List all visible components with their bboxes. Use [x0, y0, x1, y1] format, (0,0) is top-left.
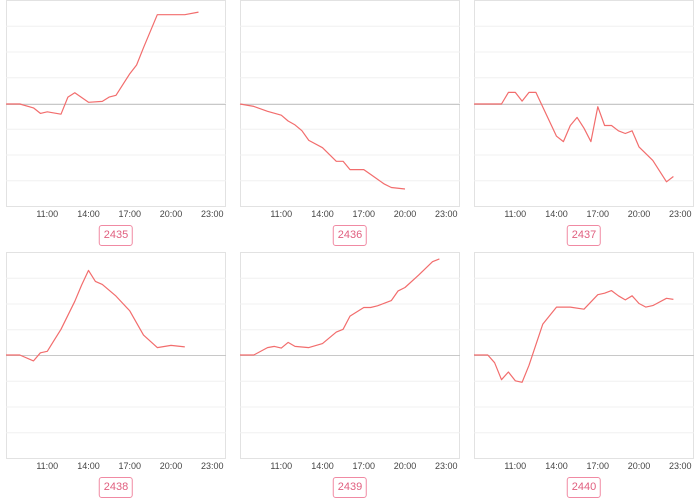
x-tick-label: 17:00: [586, 461, 609, 471]
x-tick-label: 14:00: [545, 209, 568, 219]
series-line: [6, 11, 199, 115]
x-tick-label: 23:00: [201, 461, 224, 471]
x-tick-label: 20:00: [628, 461, 651, 471]
chart-label-badge[interactable]: 2436: [332, 225, 368, 246]
x-tick-label: 20:00: [394, 461, 417, 471]
x-tick-label: 14:00: [545, 461, 568, 471]
x-tick-label: 11:00: [270, 209, 292, 219]
x-tick-label: 11:00: [36, 209, 58, 219]
chart-label-badge[interactable]: 2437: [566, 225, 602, 246]
chart-svg: 11:00 14:00 17:00 20:00 23:00: [6, 252, 226, 471]
x-tick-label: 17:00: [118, 461, 141, 471]
chart-label-badge[interactable]: 2439: [332, 477, 368, 498]
series-line: [6, 269, 185, 362]
x-tick-label: 11:00: [504, 209, 526, 219]
series-line: [474, 91, 674, 183]
x-tick-label: 20:00: [160, 461, 183, 471]
x-tick-label: 17:00: [352, 209, 375, 219]
x-tick-label: 20:00: [160, 209, 183, 219]
x-tick-label: 20:00: [628, 209, 651, 219]
chart-svg: 11:00 14:00 17:00 20:00 23:00: [474, 0, 694, 219]
chart-label-badge[interactable]: 2440: [566, 477, 602, 498]
chart-svg: 11:00 14:00 17:00 20:00 23:00: [474, 252, 694, 471]
chart-svg: 11:00 14:00 17:00 20:00 23:00: [239, 0, 460, 219]
x-tick-label: 17:00: [352, 461, 375, 471]
chart-svg: 11:00 14:00 17:00 20:00 23:00: [240, 252, 460, 471]
x-tick-label: 23:00: [201, 209, 224, 219]
x-tick-label: 14:00: [77, 461, 100, 471]
chart-label-badge[interactable]: 2438: [98, 477, 134, 498]
series-line: [240, 258, 440, 356]
x-tick-label: 23:00: [669, 209, 692, 219]
x-tick-label: 14:00: [77, 209, 100, 219]
series-line: [474, 289, 674, 383]
x-tick-label: 23:00: [669, 461, 692, 471]
x-tick-label: 14:00: [311, 209, 334, 219]
chart-label-badge[interactable]: 2435: [98, 225, 134, 246]
chart-svg: 11:00 14:00 17:00 20:00 23:00: [6, 0, 226, 219]
x-tick-label: 11:00: [36, 461, 58, 471]
x-tick-label: 11:00: [270, 461, 292, 471]
x-tick-label: 20:00: [394, 209, 417, 219]
x-tick-label: 23:00: [435, 461, 458, 471]
x-tick-label: 14:00: [311, 461, 334, 471]
x-tick-label: 17:00: [586, 209, 609, 219]
x-tick-label: 23:00: [435, 209, 458, 219]
x-tick-label: 11:00: [504, 461, 526, 471]
series-line: [239, 103, 406, 190]
x-tick-label: 17:00: [118, 209, 141, 219]
